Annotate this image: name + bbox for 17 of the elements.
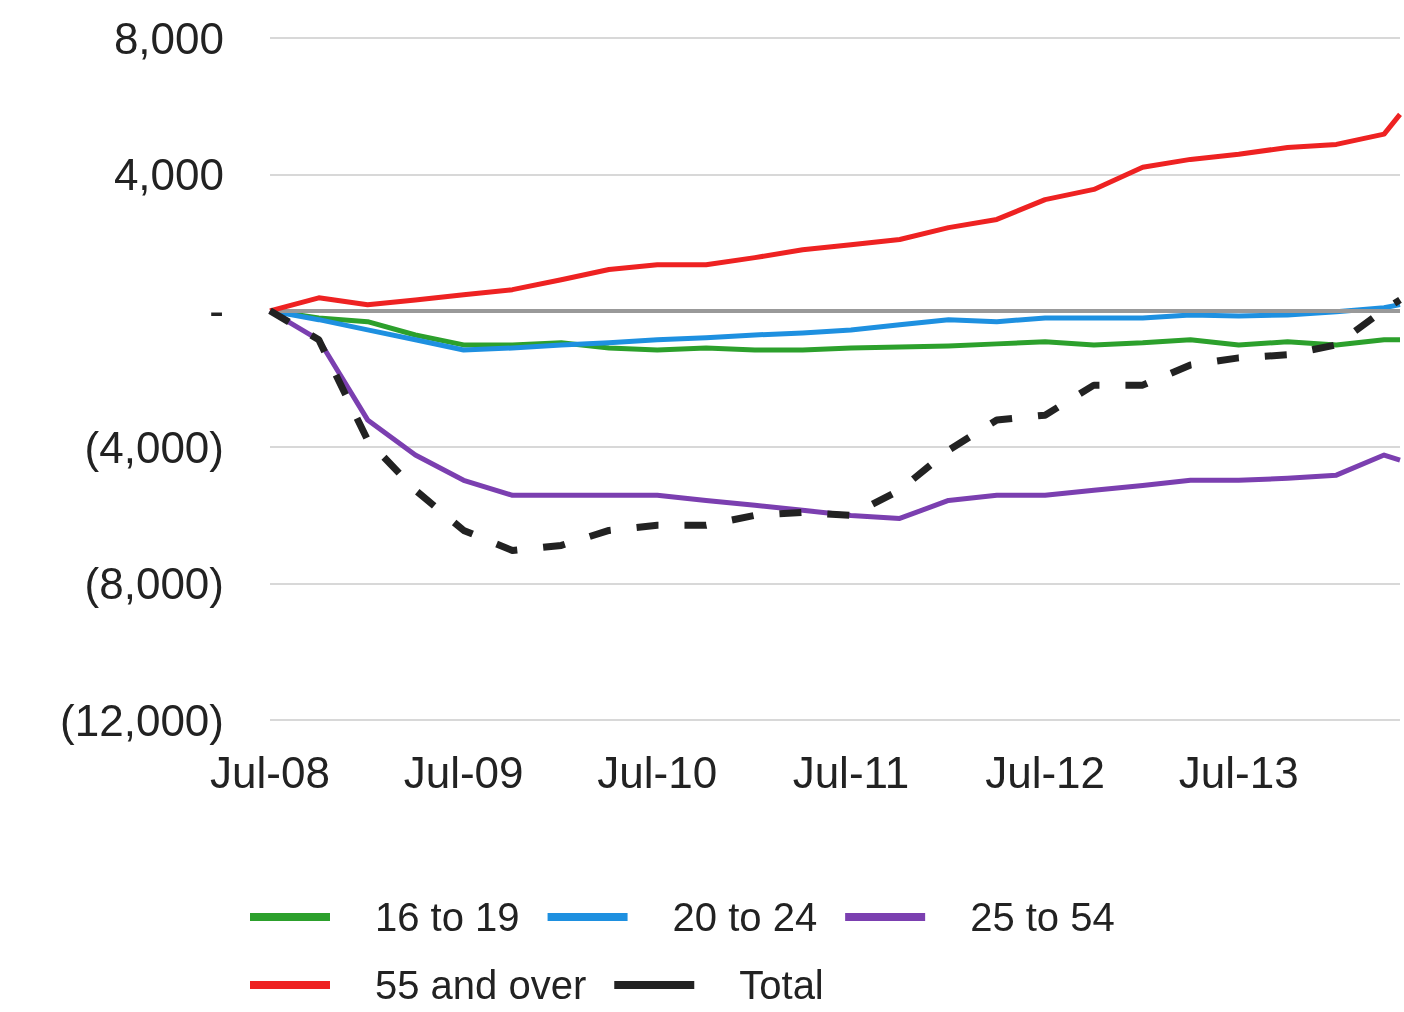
- x-tick-label: Jul-11: [792, 747, 910, 797]
- legend-label: Total: [739, 963, 824, 1007]
- x-tick-label: Jul-08: [210, 747, 330, 797]
- y-tick-label: 4,000: [113, 149, 224, 199]
- y-tick-label: 8,000: [113, 13, 224, 63]
- y-tick-label: (4,000): [84, 422, 224, 472]
- legend-label: 20 to 24: [672, 895, 818, 939]
- x-tick-label: Jul-12: [985, 747, 1106, 797]
- y-tick-label: -: [209, 286, 224, 336]
- x-tick-label: Jul-13: [1178, 747, 1299, 797]
- x-tick-label: Jul-10: [597, 747, 718, 797]
- y-tick-label: (12,000): [60, 695, 224, 745]
- legend-label: 16 to 19: [375, 895, 520, 939]
- legend-label: 25 to 54: [970, 895, 1115, 939]
- legend-label: 55 and over: [375, 963, 587, 1007]
- y-tick-label: (8,000): [84, 559, 224, 609]
- x-tick-label: Jul-09: [403, 747, 524, 797]
